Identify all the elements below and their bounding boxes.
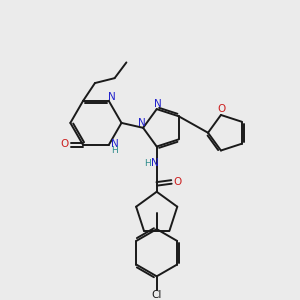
Text: N: N bbox=[151, 158, 159, 168]
Text: N: N bbox=[138, 118, 146, 128]
Text: O: O bbox=[218, 104, 226, 114]
Text: N: N bbox=[154, 99, 162, 109]
Text: O: O bbox=[173, 177, 182, 187]
Text: H: H bbox=[145, 159, 151, 168]
Text: N: N bbox=[108, 92, 116, 102]
Text: H: H bbox=[111, 146, 118, 155]
Text: O: O bbox=[60, 139, 69, 149]
Text: N: N bbox=[111, 139, 119, 149]
Text: Cl: Cl bbox=[152, 290, 162, 300]
